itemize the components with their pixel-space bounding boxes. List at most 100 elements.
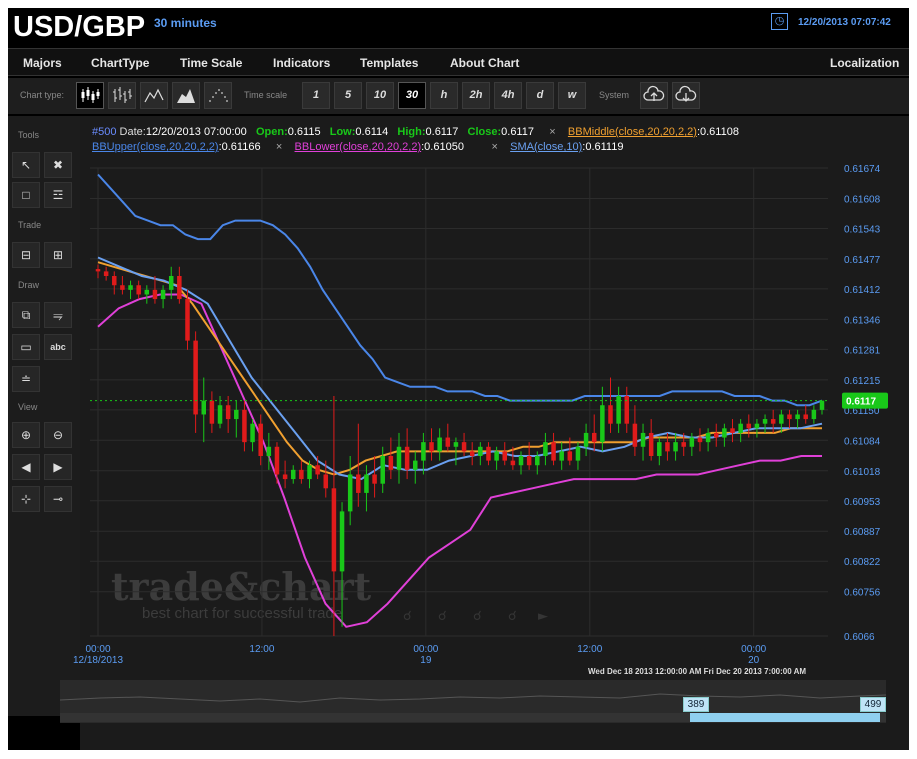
- zoom-in-icon[interactable]: ⊕: [12, 422, 40, 448]
- chart-application: USD/GBP 30 minutes ◷ 12/20/2013 07:07:42…: [8, 8, 909, 750]
- candle: [136, 280, 141, 300]
- candle: [461, 432, 467, 456]
- candle-body: [689, 437, 695, 447]
- zoom-out-icon[interactable]: ⊖: [44, 422, 72, 448]
- navigator-left-handle[interactable]: 389: [683, 697, 709, 712]
- copy-icon[interactable]: ⧉: [12, 302, 40, 328]
- upload-icon[interactable]: [640, 82, 668, 109]
- time-scale-label: Time scale: [244, 90, 288, 100]
- delete-selection-icon[interactable]: □: [12, 182, 40, 208]
- time-scale-5[interactable]: 5: [334, 82, 362, 109]
- menu-templates[interactable]: Templates: [360, 56, 419, 70]
- remove-bblower-icon[interactable]: ×: [491, 141, 498, 153]
- price-tick-label: 0.6066: [844, 632, 875, 643]
- trend-line-icon[interactable]: ⥭: [44, 302, 72, 328]
- price-chart[interactable]: 0.61674 0.61608 0.61543 0.61477 0.61412 0.613…: [8, 8, 909, 750]
- candle-body: [380, 456, 385, 484]
- time-scale-w[interactable]: w: [558, 82, 586, 109]
- legend-bbupper: :0.61166: [218, 141, 261, 153]
- line-chart-icon[interactable]: [140, 82, 168, 109]
- candle: [103, 266, 109, 281]
- candle-body: [128, 285, 133, 290]
- candle-body: [201, 400, 207, 415]
- menu-time-scale[interactable]: Time Scale: [180, 56, 243, 70]
- price-tick-label: 0.60953: [844, 497, 881, 508]
- candle-body: [608, 405, 613, 424]
- candlestick-icon[interactable]: [76, 82, 104, 109]
- area-chart-icon[interactable]: [172, 82, 200, 109]
- navigator-scrollbar[interactable]: [60, 713, 886, 722]
- time-scale-10[interactable]: 10: [366, 82, 394, 109]
- time-tick-label: 12:00: [577, 644, 602, 655]
- download-icon[interactable]: [672, 82, 700, 109]
- chart-overlay-icons: ☌ ☌ ☌ ☌ ►: [403, 609, 548, 624]
- legend-sma-label[interactable]: SMA(close,10): [510, 141, 583, 153]
- date-tick-label: 19: [420, 655, 432, 666]
- delete-icon[interactable]: ✖: [44, 152, 72, 178]
- candle-body: [526, 456, 532, 466]
- legend-low: 0.6114: [355, 126, 389, 138]
- cursor-icon[interactable]: ↖: [12, 152, 40, 178]
- time-scale-d[interactable]: d: [526, 82, 554, 109]
- menu-charttype[interactable]: ChartType: [91, 56, 150, 70]
- candle: [421, 432, 426, 475]
- legend-bbmiddle-label[interactable]: BBMiddle(close,20,20,2,2): [567, 126, 697, 138]
- sell-order-icon[interactable]: ⊟: [12, 242, 40, 268]
- buy-order-icon[interactable]: ⊞: [44, 242, 72, 268]
- candle: [266, 432, 272, 470]
- watermark-logo: trade&chart: [111, 564, 372, 609]
- time-scale-2h[interactable]: 2h: [462, 82, 490, 109]
- candle-body: [600, 405, 605, 443]
- candle-body: [705, 432, 711, 443]
- legend-bbupper-label[interactable]: BBUpper(close,20,20,2,2): [92, 141, 219, 153]
- rectangle-icon[interactable]: ▭: [12, 334, 40, 360]
- candle: [128, 280, 133, 300]
- candle-body: [697, 437, 703, 443]
- ohlc-bar-icon[interactable]: [108, 82, 136, 109]
- time-scale-30[interactable]: 30: [398, 82, 426, 109]
- candle: [770, 409, 776, 433]
- navigator-scroll-thumb[interactable]: [690, 713, 880, 722]
- scroll-right-icon[interactable]: ▶: [44, 454, 72, 480]
- time-tick-label: 00:00: [413, 644, 438, 655]
- navigator-right-handle[interactable]: 499: [860, 697, 886, 712]
- remove-bbupper-icon[interactable]: ×: [275, 141, 283, 153]
- symbol-title[interactable]: USD/GBP: [13, 11, 146, 43]
- zoom-reset-icon[interactable]: ⊸: [44, 486, 72, 512]
- remove-bbmiddle-icon[interactable]: ×: [549, 126, 556, 138]
- legend-open: 0.6115: [287, 126, 321, 138]
- time-scale-h[interactable]: h: [430, 82, 458, 109]
- candle-body: [388, 456, 394, 470]
- overlay-zoom-out-icon: ☌: [438, 609, 447, 624]
- menu-indicators[interactable]: Indicators: [273, 56, 331, 70]
- zoom-fit-icon[interactable]: ⊹: [12, 486, 40, 512]
- fan-lines-icon[interactable]: ≐: [12, 366, 40, 392]
- candle: [811, 405, 817, 424]
- candle: [779, 409, 784, 433]
- time-scale-1[interactable]: 1: [302, 82, 330, 109]
- time-scale-4h[interactable]: 4h: [494, 82, 522, 109]
- text-tool-button[interactable]: abc: [44, 334, 72, 360]
- delete-all-icon[interactable]: ☲: [44, 182, 72, 208]
- candle: [95, 264, 101, 279]
- candle-body: [746, 423, 752, 429]
- candle: [803, 405, 808, 424]
- scroll-left-icon[interactable]: ◀: [12, 454, 40, 480]
- legend-open-label: Open:: [255, 126, 288, 138]
- menu-about-chart[interactable]: About Chart: [450, 56, 520, 70]
- dot-chart-icon[interactable]: [204, 82, 232, 109]
- candle-body: [738, 423, 743, 433]
- candle: [429, 428, 434, 461]
- candle-body: [535, 456, 540, 466]
- time-tick-label: 12:00: [249, 644, 274, 655]
- candle: [551, 432, 556, 466]
- menu-majors[interactable]: Majors: [23, 56, 62, 70]
- candle: [209, 391, 215, 433]
- candle-body: [347, 474, 353, 512]
- legend-bblower-label[interactable]: BBLower(close,20,20,2,2): [294, 141, 422, 153]
- candle: [543, 432, 548, 466]
- bblower-line: [97, 293, 822, 628]
- candle-body: [290, 469, 296, 480]
- menu-localization[interactable]: Localization: [830, 56, 900, 70]
- candle: [787, 409, 792, 429]
